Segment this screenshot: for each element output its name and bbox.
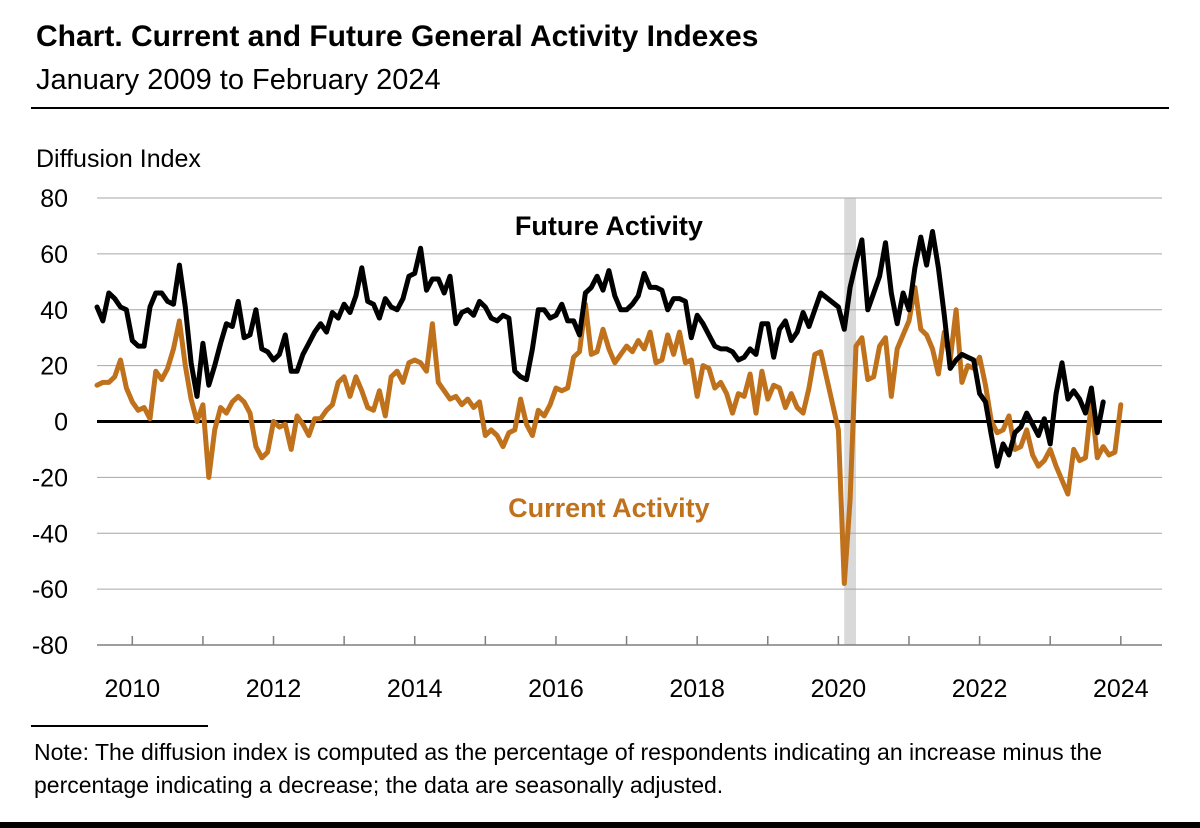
y-tick-label: 0 xyxy=(54,409,68,437)
line-chart: 80 60 40 20 0 -20 -40 -60 -80 2010 2012 2014 2016 201… xyxy=(32,145,1162,703)
bottom-border xyxy=(0,822,1200,828)
chart-note: Note: The diffusion index is computed as… xyxy=(34,739,1103,798)
y-tick-label: 20 xyxy=(40,353,68,381)
y-tick-label: -20 xyxy=(32,464,68,492)
future-activity-line xyxy=(94,229,1106,469)
x-tick-label: 2010 xyxy=(104,675,160,703)
gridlines xyxy=(97,197,1162,590)
title-rule xyxy=(31,107,1169,109)
current-activity-label: Current Activity xyxy=(508,493,710,523)
future-activity-label: Future Activity xyxy=(515,211,703,241)
note-rule xyxy=(31,725,208,727)
x-tick-label: 2022 xyxy=(952,675,1008,703)
chart-subtitle: January 2009 to February 2024 xyxy=(36,64,441,96)
y-tick-label: -80 xyxy=(32,632,68,660)
x-tick-label: 2012 xyxy=(246,675,302,703)
x-tick-label: 2024 xyxy=(1093,675,1149,703)
y-axis-label: Diffusion Index xyxy=(36,145,201,173)
y-tick-label: 40 xyxy=(40,297,68,325)
series-lines xyxy=(94,229,1124,586)
x-tick-label: 2020 xyxy=(811,675,867,703)
x-tick-label: 2016 xyxy=(528,675,584,703)
y-tick-label: -40 xyxy=(32,520,68,548)
axes: 80 60 40 20 0 -20 -40 -60 -80 2010 2012 2014 2016 201… xyxy=(32,145,1162,703)
current-activity-line xyxy=(94,284,1124,586)
y-tick-label: 60 xyxy=(40,241,68,269)
chart-title: Chart. Current and Future General Activi… xyxy=(36,20,759,53)
x-tick-label: 2018 xyxy=(669,675,725,703)
y-tick-label: -60 xyxy=(32,576,68,604)
y-tick-label: 80 xyxy=(40,185,68,213)
x-tick-label: 2014 xyxy=(387,675,443,703)
chart-labels: Future Activity Current Activity xyxy=(508,211,710,523)
